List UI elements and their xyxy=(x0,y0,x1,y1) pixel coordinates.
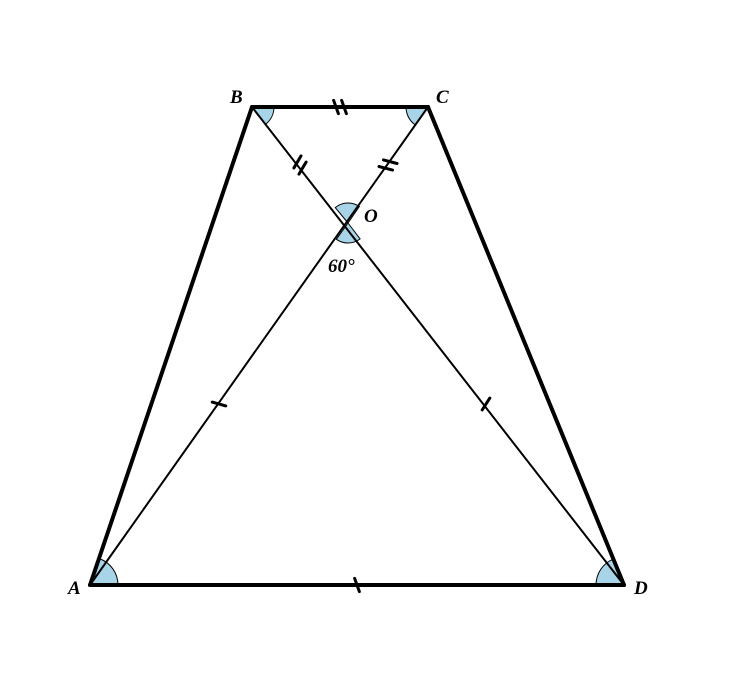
edge-diagonal xyxy=(252,107,624,585)
label-A: A xyxy=(67,578,81,599)
label-C: C xyxy=(436,87,449,108)
label-B: B xyxy=(229,87,243,108)
edge-diagonal xyxy=(90,107,428,585)
tick-mark xyxy=(379,167,393,171)
label-O: O xyxy=(364,206,378,227)
edge-outer xyxy=(428,107,624,585)
label-D: D xyxy=(633,578,648,599)
tick-mark xyxy=(212,402,225,406)
edge-outer xyxy=(90,107,252,585)
label-angle-60: 60° xyxy=(328,256,355,277)
tick-mark xyxy=(384,160,398,164)
